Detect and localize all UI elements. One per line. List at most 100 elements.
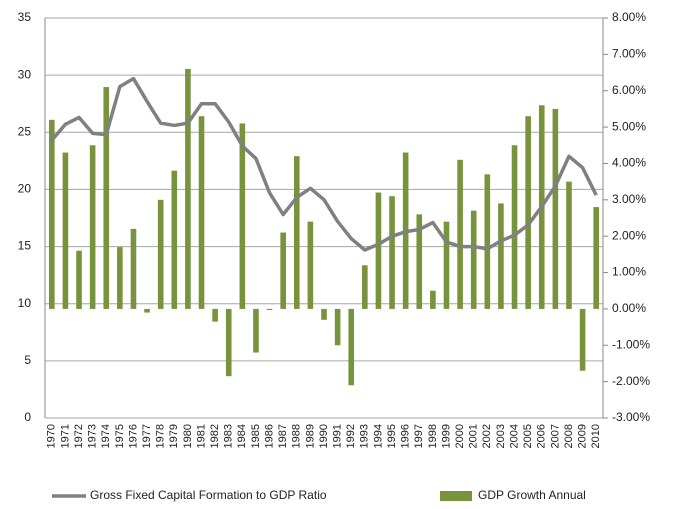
x-tick-label: 1985 bbox=[250, 424, 262, 448]
bar bbox=[470, 210, 477, 309]
y2-tick-label: 8.00% bbox=[612, 10, 646, 24]
bar bbox=[321, 308, 327, 320]
bar bbox=[198, 116, 205, 309]
legend-label: GDP Growth Annual bbox=[478, 488, 586, 502]
x-tick-label: 2004 bbox=[508, 424, 520, 448]
x-tick-label: 1998 bbox=[427, 424, 439, 448]
bar bbox=[498, 203, 504, 309]
bar bbox=[157, 199, 164, 309]
bar bbox=[103, 87, 110, 309]
bar bbox=[430, 290, 436, 309]
x-tick-label: 1976 bbox=[127, 424, 139, 448]
bar bbox=[457, 159, 463, 309]
bar bbox=[266, 308, 273, 310]
bar bbox=[552, 108, 559, 309]
bar bbox=[416, 214, 423, 309]
bar bbox=[566, 181, 572, 309]
x-tick-label: 1988 bbox=[291, 424, 303, 448]
x-tick-label: 2003 bbox=[495, 424, 507, 448]
x-tick-label: 1980 bbox=[182, 424, 194, 448]
x-tick-label: 1993 bbox=[359, 424, 371, 448]
x-tick-label: 2000 bbox=[454, 424, 466, 448]
bar bbox=[239, 123, 246, 309]
y2-tick-label: 1.00% bbox=[612, 265, 646, 279]
bar bbox=[212, 308, 218, 322]
y-tick-label: 25 bbox=[18, 124, 32, 138]
bar bbox=[484, 174, 491, 309]
y-tick-label: 15 bbox=[18, 239, 32, 253]
bar bbox=[375, 192, 382, 309]
x-tick-label: 1973 bbox=[87, 424, 99, 448]
bar bbox=[130, 228, 137, 309]
y2-tick-label: 5.00% bbox=[612, 119, 646, 133]
x-tick-label: 1991 bbox=[332, 424, 344, 448]
x-tick-label: 2008 bbox=[563, 424, 575, 448]
bar bbox=[362, 265, 368, 309]
x-tick-label: 2001 bbox=[468, 424, 480, 448]
legend-label: Gross Fixed Capital Formation to GDP Rat… bbox=[90, 488, 327, 502]
x-tick-label: 1977 bbox=[141, 424, 153, 448]
bar bbox=[225, 308, 232, 377]
bar bbox=[525, 116, 531, 309]
bar bbox=[593, 207, 599, 309]
y-tick-label: 30 bbox=[18, 67, 32, 81]
y-tick-label: 10 bbox=[18, 296, 32, 310]
x-tick-label: 1986 bbox=[263, 424, 275, 448]
bar bbox=[511, 145, 518, 309]
bar bbox=[579, 308, 586, 371]
y2-tick-label: -3.00% bbox=[612, 410, 650, 424]
x-tick-label: 2006 bbox=[536, 424, 548, 448]
bar bbox=[89, 145, 96, 309]
y2-tick-label: 2.00% bbox=[612, 228, 646, 242]
x-tick-label: 1984 bbox=[236, 424, 248, 448]
bar bbox=[253, 308, 259, 353]
line bbox=[50, 76, 598, 252]
x-tick-label: 1982 bbox=[209, 424, 221, 448]
y-tick-label: 35 bbox=[18, 10, 32, 24]
y2-tick-label: 0.00% bbox=[612, 301, 646, 315]
bar bbox=[49, 119, 55, 309]
x-tick-label: 1995 bbox=[386, 424, 398, 448]
bar bbox=[443, 221, 450, 309]
x-tick-label: 1970 bbox=[46, 424, 58, 448]
x-tick-label: 1999 bbox=[440, 424, 452, 448]
bar bbox=[280, 232, 286, 309]
x-tick-label: 1987 bbox=[277, 424, 289, 448]
x-tick-label: 2005 bbox=[522, 424, 534, 448]
x-tick-label: 1997 bbox=[413, 424, 425, 448]
bar bbox=[76, 250, 82, 309]
y2-tick-label: -1.00% bbox=[612, 337, 650, 351]
x-tick-label: 1989 bbox=[304, 424, 316, 448]
x-tick-label: 1981 bbox=[195, 424, 207, 448]
y2-tick-label: -2.00% bbox=[612, 374, 650, 388]
x-tick-label: 2007 bbox=[549, 424, 561, 448]
bar bbox=[389, 196, 395, 309]
y-tick-label: 0 bbox=[24, 410, 31, 424]
bar bbox=[171, 170, 178, 309]
x-tick-label: 2009 bbox=[576, 424, 588, 448]
bar bbox=[334, 308, 341, 346]
x-tick-label: 1979 bbox=[168, 424, 180, 448]
x-tick-label: 1994 bbox=[372, 424, 384, 448]
bar bbox=[62, 152, 69, 309]
x-tick-label: 1975 bbox=[114, 424, 126, 448]
x-tick-label: 2010 bbox=[590, 424, 602, 448]
legend-swatch bbox=[440, 491, 472, 501]
bar bbox=[348, 308, 355, 386]
bar bbox=[307, 221, 314, 309]
bar bbox=[117, 247, 123, 309]
y-tick-label: 20 bbox=[18, 182, 32, 196]
y2-tick-label: 6.00% bbox=[612, 83, 646, 97]
bar bbox=[293, 156, 300, 309]
x-tick-label: 1978 bbox=[155, 424, 167, 448]
x-tick-label: 1972 bbox=[73, 424, 85, 448]
bar bbox=[144, 308, 150, 313]
x-tick-label: 1990 bbox=[318, 424, 330, 448]
x-tick-label: 1996 bbox=[400, 424, 412, 448]
y2-tick-label: 4.00% bbox=[612, 156, 646, 170]
x-tick-label: 1974 bbox=[100, 424, 112, 448]
x-tick-label: 2002 bbox=[481, 424, 493, 448]
x-tick-label: 1971 bbox=[59, 424, 71, 448]
y-tick-label: 5 bbox=[24, 353, 31, 367]
